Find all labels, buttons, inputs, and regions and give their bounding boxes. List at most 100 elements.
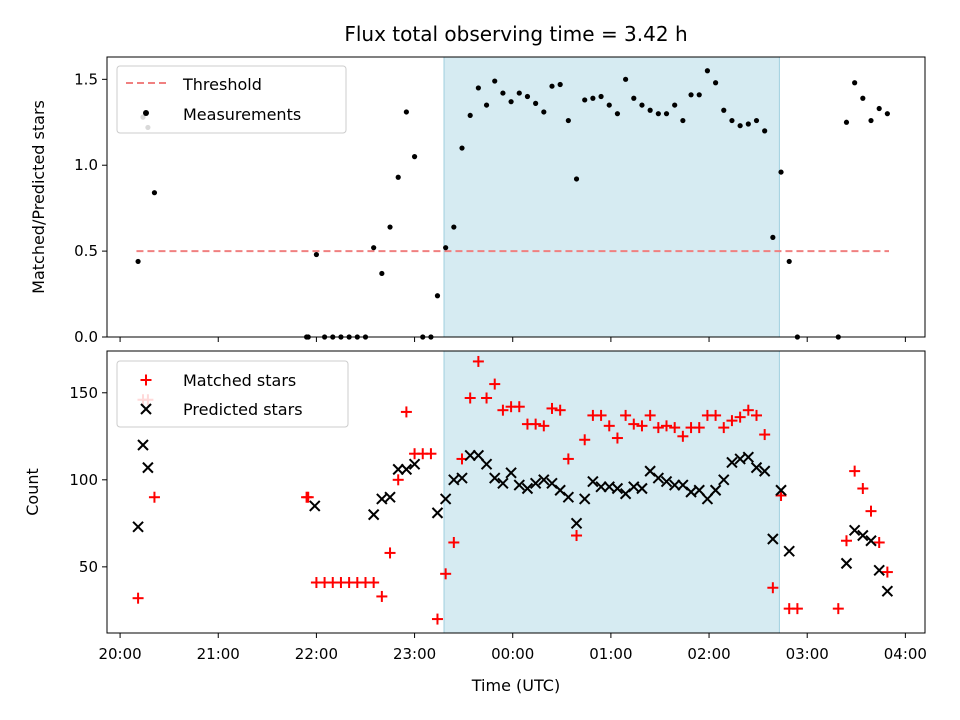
predicted-star-marker: [652, 472, 665, 484]
matched-star-marker: [710, 409, 722, 421]
predicted-star-marker: [701, 493, 714, 505]
matched-star-marker: [538, 420, 550, 432]
matched-star-marker: [620, 409, 632, 421]
predicted-star-marker: [758, 465, 771, 477]
predicted-star-marker: [384, 491, 396, 503]
predicted-stars-legend-label: Predicted stars: [183, 400, 303, 419]
measurement-point: [672, 102, 678, 108]
predicted-stars-legend-swatch: [140, 403, 152, 415]
measurement-point: [475, 85, 481, 91]
measurement-point: [721, 107, 727, 113]
matched-star-marker: [562, 453, 574, 465]
top-y-axis-label: Matched/Predicted stars: [29, 100, 48, 294]
measurement-point: [737, 123, 743, 129]
matched-star-marker: [791, 603, 803, 615]
measurement-point: [459, 145, 465, 151]
threshold-legend-label: Threshold: [182, 75, 262, 94]
matched-star-marker: [857, 483, 869, 495]
top-x-ticks: [119, 337, 906, 342]
bottom-x-ticks: 20:00 21:00 22:00 23:00 00:00 01:00 02:00 03:00…: [98, 633, 927, 663]
predicted-star-marker: [521, 482, 534, 495]
predicted-star-marker: [431, 507, 444, 519]
predicted-star-marker: [595, 481, 607, 493]
bottom-legend: Matched stars Predicted stars: [116, 360, 349, 428]
bottom-y-ticks: 50 100 150: [69, 384, 107, 576]
count-points: [132, 355, 894, 625]
top-axes-frame: [106, 56, 926, 338]
matched-star-marker: [148, 491, 160, 503]
matched-star-marker: [652, 422, 664, 434]
observing-window-band: [443, 350, 780, 634]
matched-star-marker: [767, 582, 779, 594]
matched-star-marker: [734, 411, 746, 423]
measurement-point: [614, 111, 621, 117]
matched-star-marker: [440, 568, 452, 580]
measurement-point: [606, 102, 612, 108]
matched-star-marker: [368, 577, 380, 589]
matched-star-marker: [571, 530, 583, 542]
predicted-star-marker: [439, 493, 452, 505]
predicted-star-marker: [570, 517, 583, 530]
measurements-legend-label: Measurements: [183, 105, 301, 124]
predicted-star-marker: [660, 475, 673, 488]
measurement-point: [313, 251, 320, 258]
chart-title: Flux total observing time = 3.42 h: [344, 22, 687, 46]
matched-star-marker: [693, 422, 705, 434]
matched-star-marker: [636, 420, 648, 432]
measurement-point: [467, 112, 473, 119]
measurement-point: [557, 81, 563, 88]
measurement-point: [565, 117, 571, 124]
measurement-point: [492, 78, 498, 84]
measurement-point: [371, 245, 377, 251]
y-tick-label: 100: [69, 471, 98, 489]
measurement-point: [868, 117, 874, 124]
measurement-point: [712, 80, 719, 86]
x-tick-label: 03:00: [786, 645, 829, 663]
measurement-point: [688, 92, 694, 98]
predicted-star-marker: [848, 524, 861, 537]
predicted-star-marker: [718, 474, 730, 486]
predicted-star-marker: [505, 467, 517, 479]
predicted-star-marker: [840, 557, 853, 570]
predicted-star-marker: [464, 449, 476, 462]
matched-star-marker: [546, 402, 558, 414]
measurement-point: [135, 258, 141, 265]
measurement-point: [876, 105, 882, 112]
measurement-point: [680, 117, 686, 124]
measurement-point: [451, 224, 457, 230]
predicted-star-marker: [529, 477, 542, 490]
predicted-star-marker: [513, 479, 525, 491]
x-tick-label: 21:00: [197, 645, 240, 663]
measurement-point: [379, 270, 385, 277]
measurement-point: [852, 80, 858, 86]
top-legend-box: [116, 65, 347, 134]
matched-star-marker: [750, 409, 762, 421]
measurement-point: [590, 95, 596, 101]
predicted-star-marker: [587, 475, 599, 488]
measurement-point: [403, 109, 409, 115]
matched-star-marker: [595, 409, 607, 421]
matched-star-marker: [611, 432, 623, 444]
measurements-legend-swatch: [143, 110, 149, 116]
measurement-point: [533, 100, 539, 106]
matched-star-marker: [865, 505, 877, 517]
bottom-panel: 50 100 150 20:00 21:00 22:00 23:00 00:00 01:00 0…: [23, 350, 927, 695]
measurement-point: [443, 245, 449, 251]
y-tick-label: 1.0: [74, 156, 98, 174]
observing-window-band: [443, 56, 780, 338]
predicted-star-marker: [726, 456, 738, 469]
matched-star-marker: [554, 404, 566, 416]
matched-star-marker: [489, 378, 501, 390]
matched-star-marker: [881, 566, 893, 578]
top-legend: Threshold Measurements: [116, 65, 347, 134]
matched-star-marker: [775, 489, 787, 501]
y-tick-label: 0.0: [74, 328, 98, 346]
y-tick-label: 0.5: [74, 242, 98, 260]
x-tick-label: 04:00: [884, 645, 927, 663]
matched-star-marker: [661, 420, 673, 432]
measurement-point: [647, 107, 653, 113]
x-axis-label: Time (UTC): [471, 676, 560, 695]
matched-star-marker: [579, 434, 591, 446]
predicted-star-marker: [400, 463, 413, 476]
predicted-star-marker: [408, 458, 421, 470]
